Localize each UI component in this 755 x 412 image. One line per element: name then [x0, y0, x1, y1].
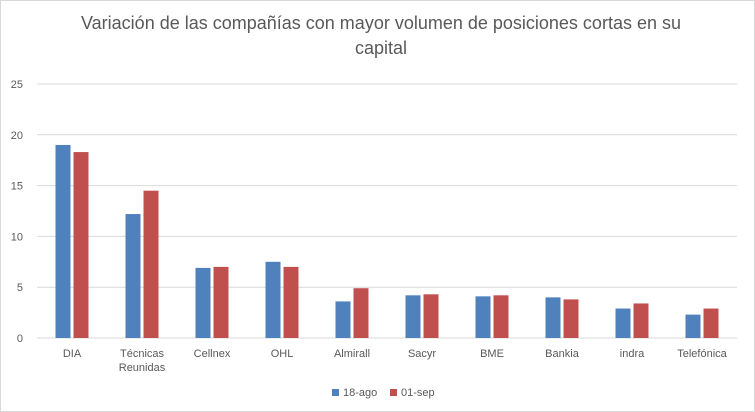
- x-tick-label-line: Técnicas: [120, 348, 165, 360]
- bar-01-sep-6: [493, 295, 509, 338]
- bar-18-ago-3: [265, 261, 281, 338]
- y-tick-label: 20: [11, 130, 23, 142]
- x-tick-label: indra: [620, 348, 645, 360]
- bar-01-sep-9: [703, 308, 719, 338]
- x-tick-label: DIA: [63, 348, 82, 360]
- y-tick-label: 5: [17, 282, 23, 294]
- bar-18-ago-5: [405, 295, 421, 338]
- x-tick-label-line: Almirall: [334, 348, 370, 360]
- bar-01-sep-8: [633, 303, 649, 338]
- legend-swatch-18-ago: [332, 389, 339, 396]
- x-tick-label-line: indra: [620, 348, 645, 360]
- bar-01-sep-1: [143, 190, 159, 338]
- bar-18-ago-0: [55, 144, 71, 338]
- x-tick-label: OHL: [271, 348, 294, 360]
- bar-18-ago-6: [475, 296, 491, 338]
- x-tick-label: Telefónica: [677, 348, 727, 360]
- x-tick-label-line: OHL: [271, 348, 294, 360]
- legend-swatch-01-sep: [390, 389, 397, 396]
- x-tick-label: Sacyr: [408, 348, 436, 360]
- chart-title: Variación de las compañías con mayor vol…: [81, 13, 681, 58]
- bar-01-sep-7: [563, 299, 579, 338]
- x-tick-label: Técnicas Reunidas: [119, 348, 166, 374]
- y-tick-label: 10: [11, 231, 23, 243]
- x-tick-label-line: Bankia: [545, 348, 580, 360]
- x-tick-label: BME: [480, 348, 504, 360]
- x-tick-label-line: Reunidas: [119, 362, 166, 374]
- bar-01-sep-5: [423, 294, 439, 338]
- bar-18-ago-9: [685, 314, 701, 338]
- x-tick-label: Almirall: [334, 348, 370, 360]
- x-tick-label: Cellnex: [194, 348, 231, 360]
- x-tick-label-line: Sacyr: [408, 348, 436, 360]
- bar-01-sep-2: [213, 266, 229, 338]
- bar-01-sep-4: [353, 288, 369, 338]
- legend-label: 01-sep: [401, 387, 435, 399]
- bar-18-ago-8: [615, 308, 631, 338]
- x-tick-label-line: BME: [480, 348, 504, 360]
- x-tick-label: Bankia: [545, 348, 580, 360]
- y-tick-label: 25: [11, 79, 23, 91]
- bar-01-sep-3: [283, 266, 299, 338]
- bar-18-ago-2: [195, 267, 211, 338]
- y-tick-label: 15: [11, 181, 23, 193]
- y-tick-label: 0: [17, 333, 23, 345]
- x-tick-label-line: Cellnex: [194, 348, 231, 360]
- x-tick-label-line: Telefónica: [677, 348, 727, 360]
- bar-01-sep-0: [73, 152, 89, 338]
- legend-label: 18-ago: [343, 387, 377, 399]
- bar-18-ago-4: [335, 301, 351, 338]
- bar-18-ago-7: [545, 297, 561, 338]
- x-tick-label-line: DIA: [63, 348, 82, 360]
- bar-18-ago-1: [125, 214, 141, 338]
